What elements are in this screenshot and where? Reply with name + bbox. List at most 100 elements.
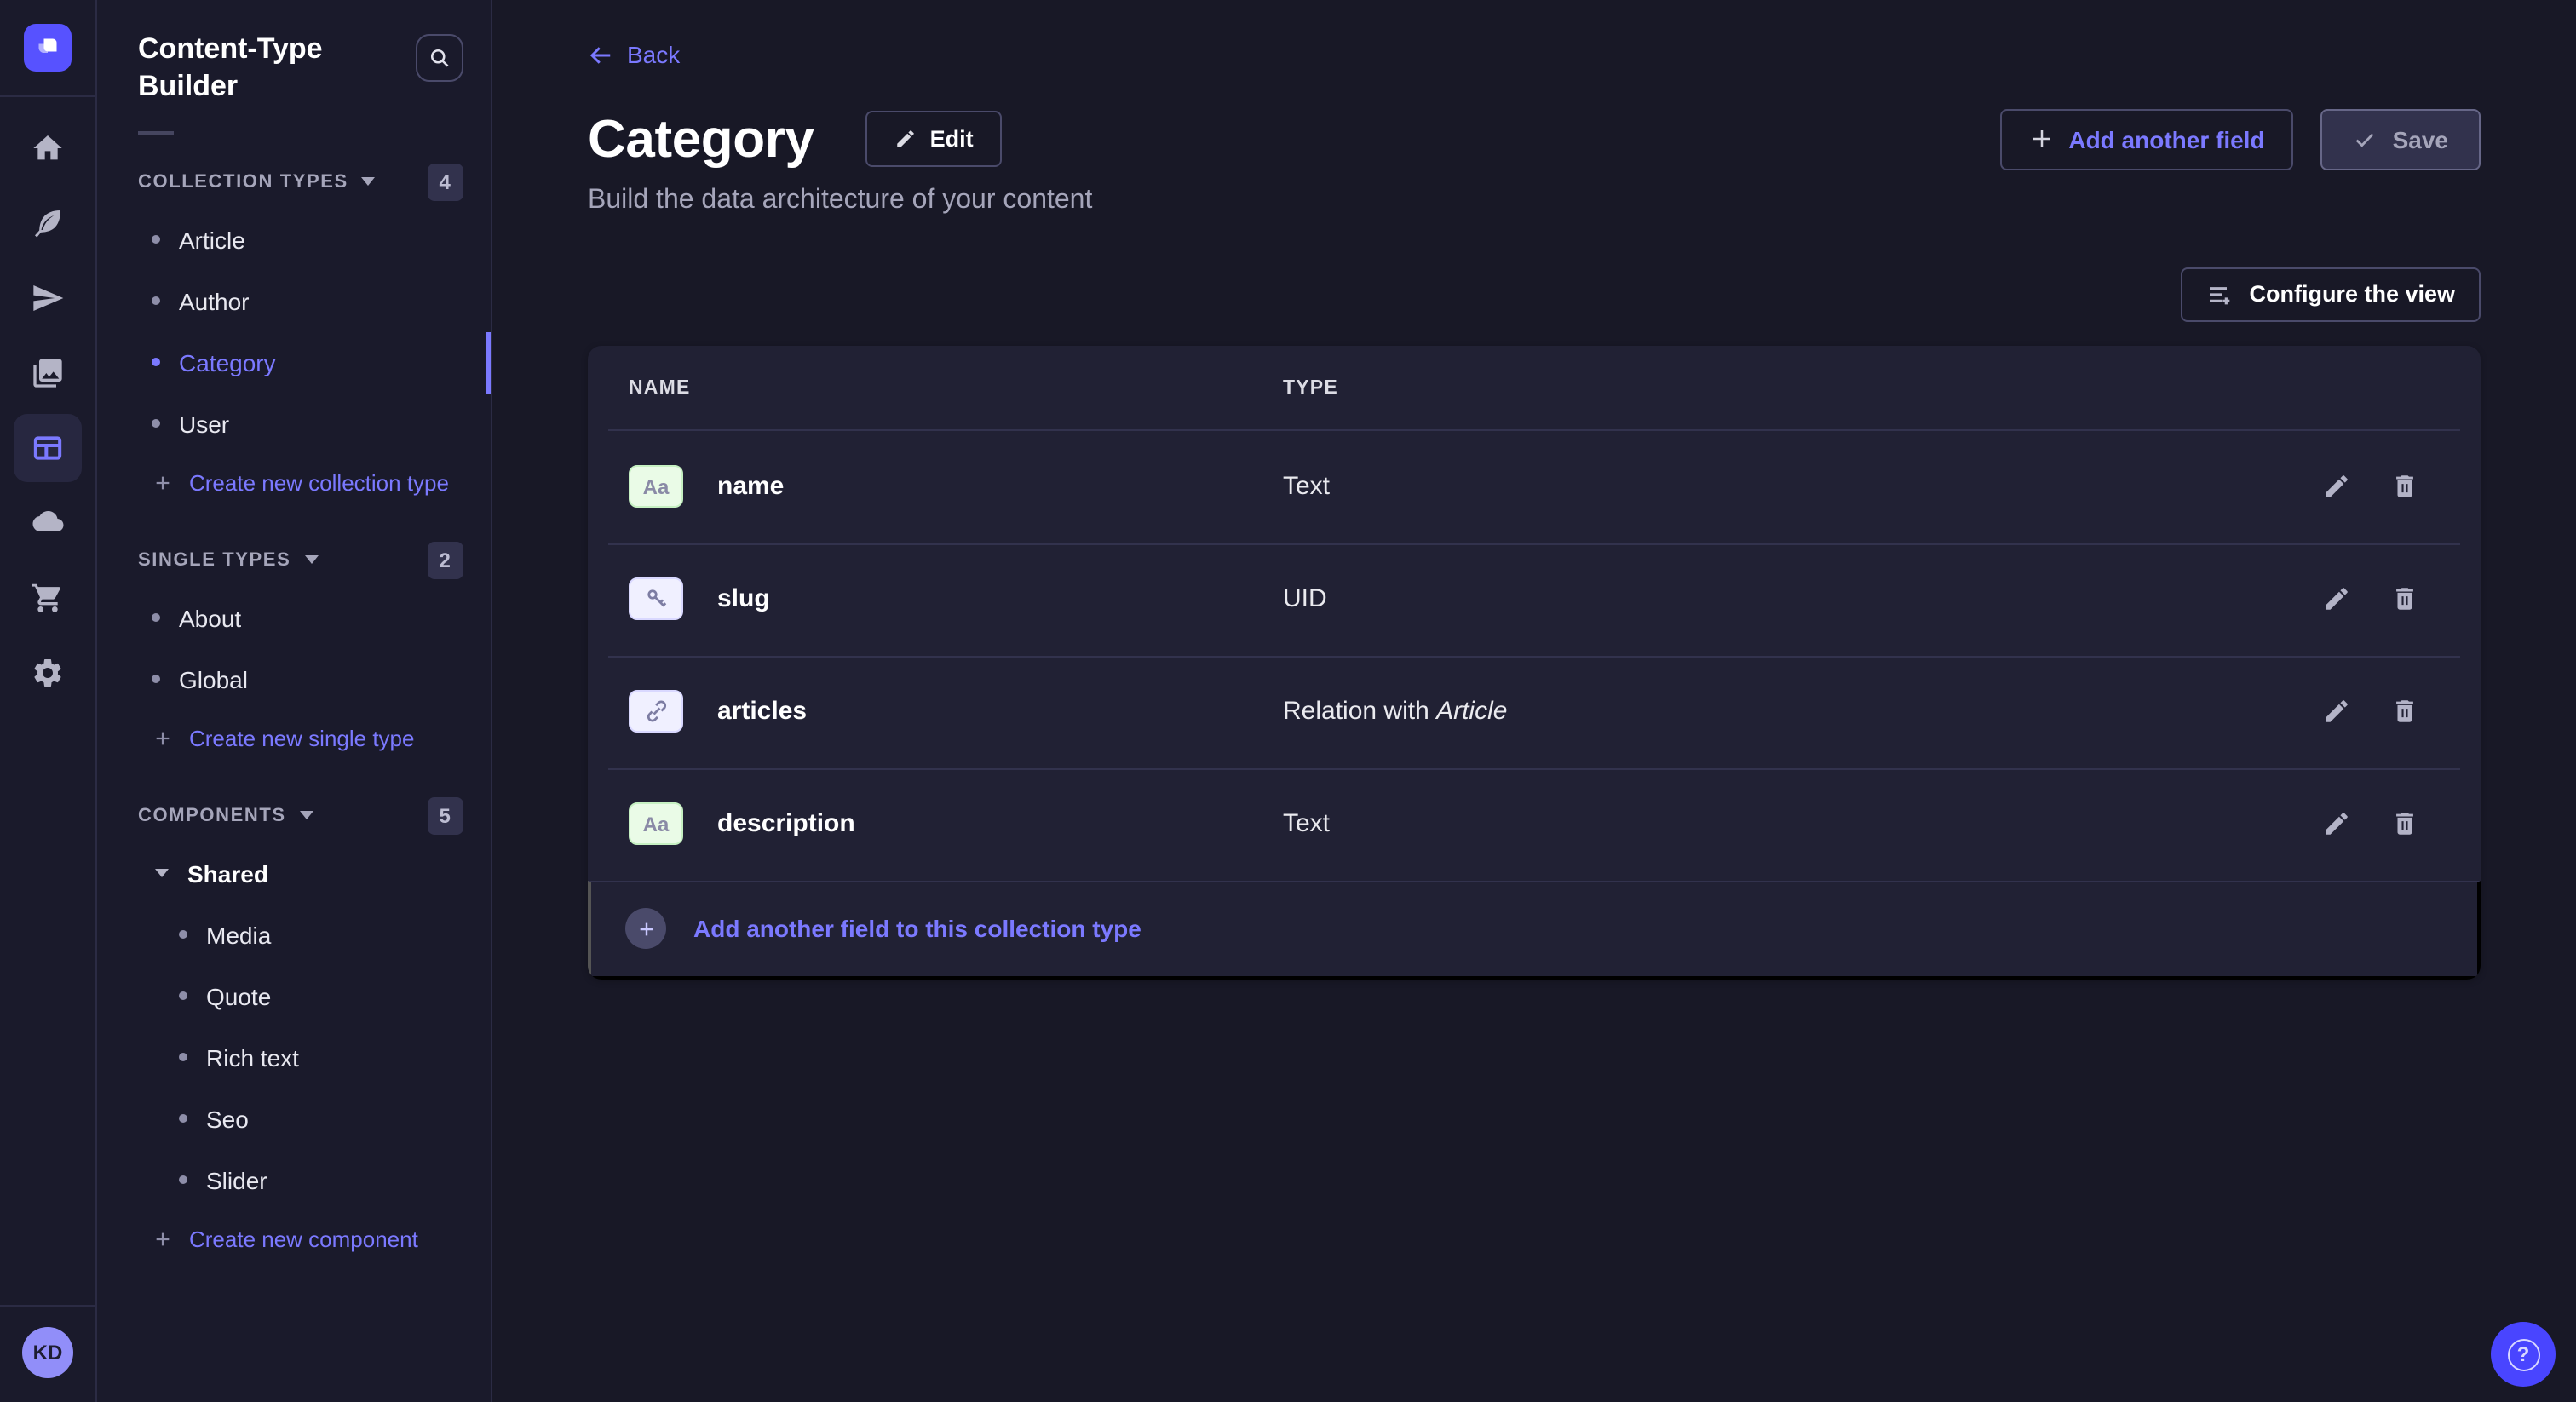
edit-field-button[interactable] [2317,805,2355,842]
field-name: articles [717,697,808,726]
sidebar-item-about[interactable]: About [138,588,463,649]
pencil-icon [2325,813,2347,835]
table-row-description[interactable]: Aa description Text [588,767,2481,880]
trash-icon [2395,700,2412,722]
table-row-name[interactable]: Aa name Text [588,430,2481,543]
deploy-cloud-icon[interactable] [14,489,82,557]
delete-field-button[interactable] [2385,468,2423,505]
field-name: name [717,472,785,501]
home-icon[interactable] [14,114,82,182]
chevron-down-icon [304,555,319,565]
component-group-shared[interactable]: Shared [138,843,463,905]
bullet-icon [152,419,160,428]
create-collection-type-link[interactable]: Create new collection type [138,455,449,513]
content-manager-feather-icon[interactable] [14,189,82,257]
plus-circle-icon [625,908,666,949]
table-row-slug[interactable]: slug UID [588,543,2481,655]
delete-field-button[interactable] [2385,805,2423,842]
arrow-left-icon [589,46,611,63]
trash-icon [2395,813,2412,835]
edit-field-button[interactable] [2317,580,2355,618]
field-type: UID [1283,584,1327,613]
bullet-icon [152,235,160,244]
save-button[interactable]: Save [2320,108,2481,170]
sidebar-item-author[interactable]: Author [138,271,463,332]
sidebar-item-category[interactable]: Category [138,331,491,394]
column-header-type: TYPE [1283,377,1338,398]
rail-divider [0,1305,95,1307]
add-another-field-button[interactable]: Add another field [2000,108,2294,170]
back-link[interactable]: Back [588,41,680,68]
rail-nav [14,114,82,707]
section-components: COMPONENTS 5 Shared Media Quote Rich tex… [138,789,463,1269]
configure-list-icon [2210,286,2230,304]
shared-component-list: Media Quote Rich text Seo Slider [138,905,463,1211]
pencil-icon [2325,700,2347,722]
sidebar-item-article[interactable]: Article [138,210,463,271]
bullet-icon [179,1053,187,1062]
bullet-icon [179,991,187,1001]
question-mark-icon: ? [2507,1338,2539,1370]
create-component-link[interactable]: Create new component [138,1211,418,1269]
key-icon [647,589,666,607]
strapi-logo[interactable] [24,24,72,72]
page-title: Category [588,108,814,168]
active-indicator [486,331,491,394]
media-library-icon[interactable] [14,339,82,407]
relation-field-icon [629,690,683,733]
user-avatar[interactable]: KD [22,1327,73,1378]
configure-view-button[interactable]: Configure the view [2181,267,2481,321]
chevron-down-icon [361,177,376,187]
table-row-articles[interactable]: articles Relation with Article [588,655,2481,767]
field-name: description [717,809,855,838]
strapi-logo-icon [38,38,57,53]
trash-icon [2395,475,2412,497]
delete-field-button[interactable] [2385,580,2423,618]
bullet-icon [152,613,160,623]
content-type-builder-sidebar: Content-Type Builder COLLECTION TYPES 4 … [97,0,492,1402]
settings-gear-icon[interactable] [14,639,82,707]
help-button[interactable]: ? [2491,1322,2556,1387]
chevron-down-icon [299,811,313,820]
releases-paper-plane-icon[interactable] [14,264,82,332]
sidebar-item-rich-text[interactable]: Rich text [138,1027,463,1089]
count-badge: 4 [428,163,463,201]
marketplace-cart-icon[interactable] [14,564,82,632]
section-header-components[interactable]: COMPONENTS 5 [138,789,463,843]
section-header-single-types[interactable]: SINGLE TYPES 2 [138,533,463,588]
text-field-icon: Aa [629,465,683,508]
count-badge: 2 [428,541,463,579]
pencil-icon [896,130,914,147]
create-single-type-link[interactable]: Create new single type [138,710,415,768]
chevron-down-icon [155,869,169,878]
sidebar-item-media[interactable]: Media [138,905,463,966]
content-type-builder-icon[interactable] [14,414,82,482]
search-button[interactable] [416,34,463,82]
edit-button[interactable]: Edit [865,111,1003,167]
field-name: slug [717,584,770,613]
sidebar-item-user[interactable]: User [138,394,463,455]
plus-icon [153,474,172,493]
delete-field-button[interactable] [2385,692,2423,730]
sidebar-item-global[interactable]: Global [138,649,463,710]
count-badge: 5 [428,796,463,835]
section-header-collection-types[interactable]: COLLECTION TYPES 4 [138,155,463,210]
sidebar-item-slider[interactable]: Slider [138,1150,463,1211]
table-header: NAME TYPE [588,345,2481,430]
sidebar-item-seo[interactable]: Seo [138,1089,463,1150]
bullet-icon [179,1175,187,1185]
main-content: Back Category Edit Add another field Sav… [492,0,2576,1402]
section-single-types: SINGLE TYPES 2 About Global Create new s… [138,533,463,768]
add-field-footer-button[interactable]: Add another field to this collection typ… [588,880,2481,979]
field-type: Text [1283,809,1331,838]
sidebar-title: Content-Type Builder [138,32,323,103]
field-type: Text [1283,472,1331,501]
bullet-icon [179,1114,187,1123]
bullet-icon [152,296,160,306]
bullet-icon [152,675,160,684]
edit-field-button[interactable] [2317,692,2355,730]
plus-icon [153,1231,172,1250]
sidebar-item-quote[interactable]: Quote [138,966,463,1027]
rail-bottom: KD [0,1305,95,1402]
edit-field-button[interactable] [2317,468,2355,505]
